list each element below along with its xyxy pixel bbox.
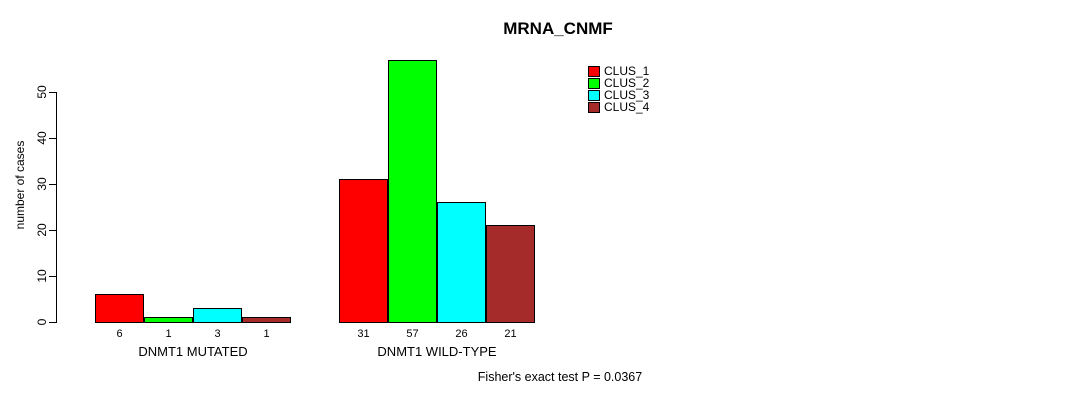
bar-value-label: 1	[263, 328, 270, 340]
annotation-text: Fisher's exact test P = 0.0367	[477, 370, 643, 384]
bar-clus_2-1	[144, 317, 193, 323]
bar-clus_1-1	[95, 294, 144, 323]
y-axis-tick-label: 20	[35, 223, 49, 237]
bar-value-label: 21	[504, 328, 517, 340]
bar-value-label: 3	[214, 328, 221, 340]
legend-label: CLUS_2	[604, 76, 650, 90]
bar-clus_1-2	[339, 179, 388, 323]
y-axis-tick	[49, 138, 56, 139]
y-axis-tick	[49, 276, 56, 277]
group-label: DNMT1 MUTATED	[138, 344, 248, 359]
bar-clus_2-2	[388, 59, 437, 323]
legend-swatch-clus_1	[588, 66, 600, 77]
group-label: DNMT1 WILD-TYPE	[377, 344, 497, 359]
legend-swatch-clus_2	[588, 78, 600, 89]
y-axis-line	[56, 92, 57, 323]
chart-title: MRNA_CNMF	[503, 19, 613, 38]
y-axis-tick	[49, 322, 56, 323]
bar-value-label: 31	[357, 328, 370, 340]
bar-clus_3-1	[193, 308, 242, 323]
legend-swatch-clus_3	[588, 90, 600, 101]
y-axis-tick-label: 50	[35, 85, 49, 99]
legend-label: CLUS_1	[604, 64, 650, 78]
y-axis-tick	[49, 92, 56, 93]
bar-value-label: 1	[165, 328, 172, 340]
bar-clus_4-2	[486, 225, 535, 323]
bar-value-label: 26	[455, 328, 468, 340]
y-axis-tick-label: 0	[35, 318, 49, 326]
y-axis-tick-label: 10	[35, 269, 49, 283]
bar-value-label: 6	[116, 328, 123, 340]
legend-label: CLUS_4	[604, 100, 650, 114]
bar-clus_4-1	[242, 317, 291, 323]
y-axis-tick-label: 30	[35, 177, 49, 191]
bar-clus_3-2	[437, 202, 486, 323]
legend-swatch-clus_4	[588, 102, 600, 113]
y-axis-tick	[49, 230, 56, 231]
y-axis-tick-label: 40	[35, 131, 49, 145]
bar-value-label: 57	[406, 328, 419, 340]
legend-label: CLUS_3	[604, 88, 650, 102]
y-axis-tick	[49, 184, 56, 185]
